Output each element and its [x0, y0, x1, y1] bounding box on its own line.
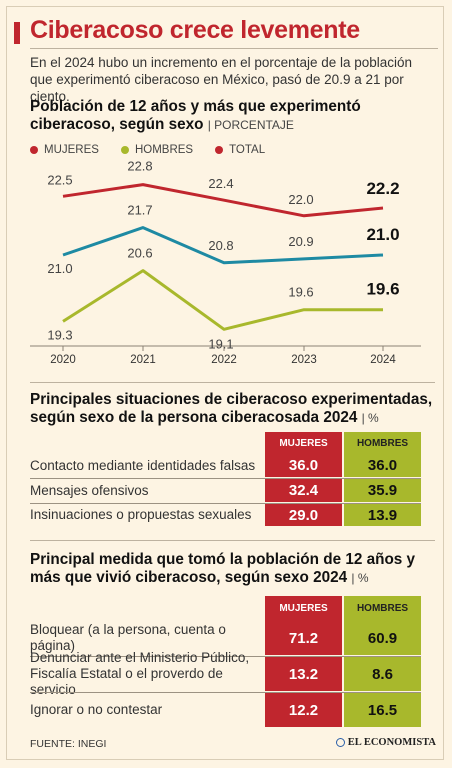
chart-legend: MUJERES HOMBRES TOTAL [30, 144, 265, 156]
legend-item-hombres: HOMBRES [120, 144, 194, 156]
brand-icon [335, 738, 345, 747]
table2-row-1-hombres: 8.6 [344, 657, 421, 691]
table1-row-2-hombres: 13.9 [344, 504, 421, 526]
source-note: FUENTE: INEGI [30, 738, 107, 750]
legend-item-total: TOTAL [215, 144, 265, 156]
data-label-mujeres: 22.5 [47, 172, 72, 187]
table2-title-text: Principal medida que tomó la población d… [30, 551, 416, 586]
table2-row-divider [30, 692, 421, 693]
data-label-hombres: 20.6 [127, 246, 152, 261]
legend-label-total: TOTAL [229, 144, 266, 156]
table1-title-text: Principales situaciones de ciberacoso ex… [30, 391, 433, 426]
data-label-total: 20.8 [208, 238, 233, 253]
title-accent-bar [14, 22, 20, 44]
table2-row-1-mujeres: 13.2 [265, 657, 342, 691]
table2-row-0-mujeres: 71.2 [265, 621, 342, 655]
legend-dot-mujeres [30, 146, 38, 154]
data-label-mujeres: 22.2 [366, 179, 399, 198]
table2-row-divider [30, 656, 421, 657]
intro-text: En el 2024 hubo un incremento en el porc… [30, 55, 413, 104]
x-tick-label: 2024 [370, 354, 396, 366]
x-tick-label: 2023 [291, 354, 317, 366]
table1-row-divider [30, 478, 421, 479]
table1-row-2-mujeres: 29.0 [265, 504, 342, 526]
x-tick-label: 2021 [130, 354, 156, 366]
table1-row-1-hombres: 35.9 [344, 479, 421, 502]
table2-title: Principal medida que tomó la población d… [30, 551, 435, 587]
section-divider-1 [30, 382, 435, 383]
x-tick-label: 2022 [211, 354, 237, 366]
data-label-total: 20.9 [288, 234, 313, 249]
data-label-mujeres: 22.8 [127, 159, 152, 174]
table2-header-hombres: HOMBRES [344, 596, 421, 621]
table2: MUJERES HOMBRES Bloquear (a la persona, … [30, 596, 435, 730]
table1-row-1-label: Mensajes ofensivos [30, 482, 149, 498]
series-line-total [62, 226, 384, 265]
table2-row-0-hombres: 60.9 [344, 621, 421, 655]
brand-logo: EL ECONOMISTA [335, 737, 436, 748]
data-label-total: 21.7 [127, 203, 152, 218]
data-label-total: 21.0 [47, 261, 72, 276]
legend-item-mujeres: MUJERES [30, 144, 99, 156]
table1-row-1-mujeres: 32.4 [265, 479, 342, 502]
legend-dot-total [215, 146, 224, 154]
table2-row-0-label: Bloquear (a la persona, cuenta o página) [30, 622, 226, 653]
brand-name: EL ECONOMISTA [347, 737, 436, 748]
table1-row-0-mujeres: 36.0 [265, 454, 342, 477]
table2-row-2-mujeres: 12.2 [265, 693, 342, 727]
table1-header-mujeres: MUJERES [265, 432, 342, 454]
chart-title: Población de 12 años y más que experimen… [30, 98, 435, 134]
legend-label-mujeres: MUJERES [44, 144, 99, 156]
table2-row-2-label: Ignorar o no contestar [30, 702, 163, 717]
table1-row-0-label: Contacto mediante identidades falsas [30, 457, 256, 473]
data-label-mujeres: 22.0 [288, 192, 313, 207]
line-chart: 2020 2021 2022 2023 2024 22.5 22.8 22.4 22.0 22.2… [30, 159, 421, 366]
data-label-hombres: 19.1 [208, 336, 233, 351]
series-line-hombres [62, 269, 383, 331]
data-label-total: 21.0 [366, 225, 399, 244]
chart-title-text: Población de 12 años y más que experimen… [30, 98, 361, 133]
table1: MUJERES HOMBRES Contacto mediante identi… [30, 432, 435, 526]
table2-unit: | % [351, 571, 369, 585]
table1-row-divider [30, 503, 421, 504]
table1-title: Principales situaciones de ciberacoso ex… [30, 391, 435, 427]
data-label-hombres: 19.6 [288, 285, 313, 300]
legend-dot-hombres [120, 146, 129, 154]
series-line-mujeres [62, 183, 384, 218]
table2-row-2-hombres: 16.5 [344, 693, 421, 727]
infographic-frame [6, 6, 444, 760]
legend-label-hombres: HOMBRES [134, 144, 194, 156]
section-divider-2 [30, 540, 435, 541]
x-tick-label: 2020 [50, 354, 76, 366]
table2-header-mujeres: MUJERES [265, 596, 342, 621]
table2-row-1-label: Denunciar ante el Ministerio Público, Fi… [30, 650, 250, 697]
table1-header-hombres: HOMBRES [344, 432, 421, 454]
table1-row-2-label: Insinuaciones o propuestas sexuales [30, 507, 252, 522]
chart-unit: | PORCENTAJE [207, 118, 294, 132]
title-divider [30, 48, 438, 49]
data-label-hombres: 19.3 [47, 327, 72, 342]
table1-unit: | % [361, 411, 379, 425]
data-label-mujeres: 22.4 [208, 176, 233, 191]
page-title: Ciberacoso crece levemente [30, 16, 360, 44]
table1-row-0-hombres: 36.0 [344, 454, 421, 477]
data-label-hombres: 19.6 [366, 280, 399, 299]
